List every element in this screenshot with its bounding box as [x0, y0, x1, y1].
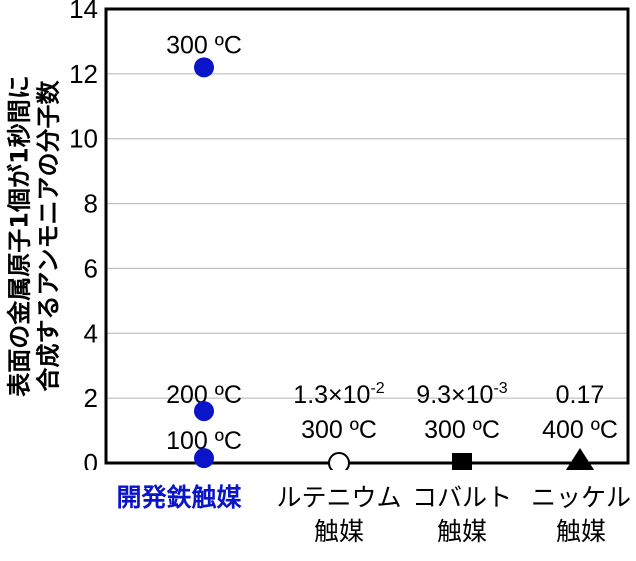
temperature-annotation: 300 ºC	[301, 416, 377, 444]
data-point-filled-circle	[194, 57, 214, 78]
data-point-filled-circle	[194, 448, 214, 469]
y-tick-label: 4	[84, 318, 98, 348]
y-tick-label: 0	[84, 448, 98, 470]
category-label-cobalt: コバルト 触媒	[411, 483, 512, 546]
category-label-iron: 開発鉄触媒	[116, 483, 242, 512]
y-tick-label: 14	[69, 0, 98, 24]
y-tick-label: 6	[84, 253, 98, 283]
point-annotation: 300 ºC	[166, 31, 242, 59]
category-label-ruthenium: ルテニウム 触媒	[276, 483, 402, 546]
value-annotation: 9.3×10-3	[416, 380, 508, 409]
data-point-open-circle	[328, 452, 350, 470]
y-tick-label: 2	[84, 383, 98, 413]
temperature-annotation: 300 ºC	[424, 416, 500, 444]
plot-frame	[104, 7, 630, 465]
value-annotation: 1.3×10-2	[293, 380, 385, 409]
temperature-annotation: 400 ºC	[542, 416, 618, 444]
value-annotation: 0.17	[556, 381, 605, 409]
category-label-nickel: ニッケル 触媒	[530, 483, 631, 546]
y-tick-label: 10	[69, 124, 98, 154]
y-tick-label: 12	[69, 59, 98, 89]
data-point-triangle	[565, 448, 595, 470]
y-tick-label: 8	[84, 189, 98, 219]
data-point-filled-circle	[194, 401, 214, 422]
data-point-square	[452, 453, 472, 470]
